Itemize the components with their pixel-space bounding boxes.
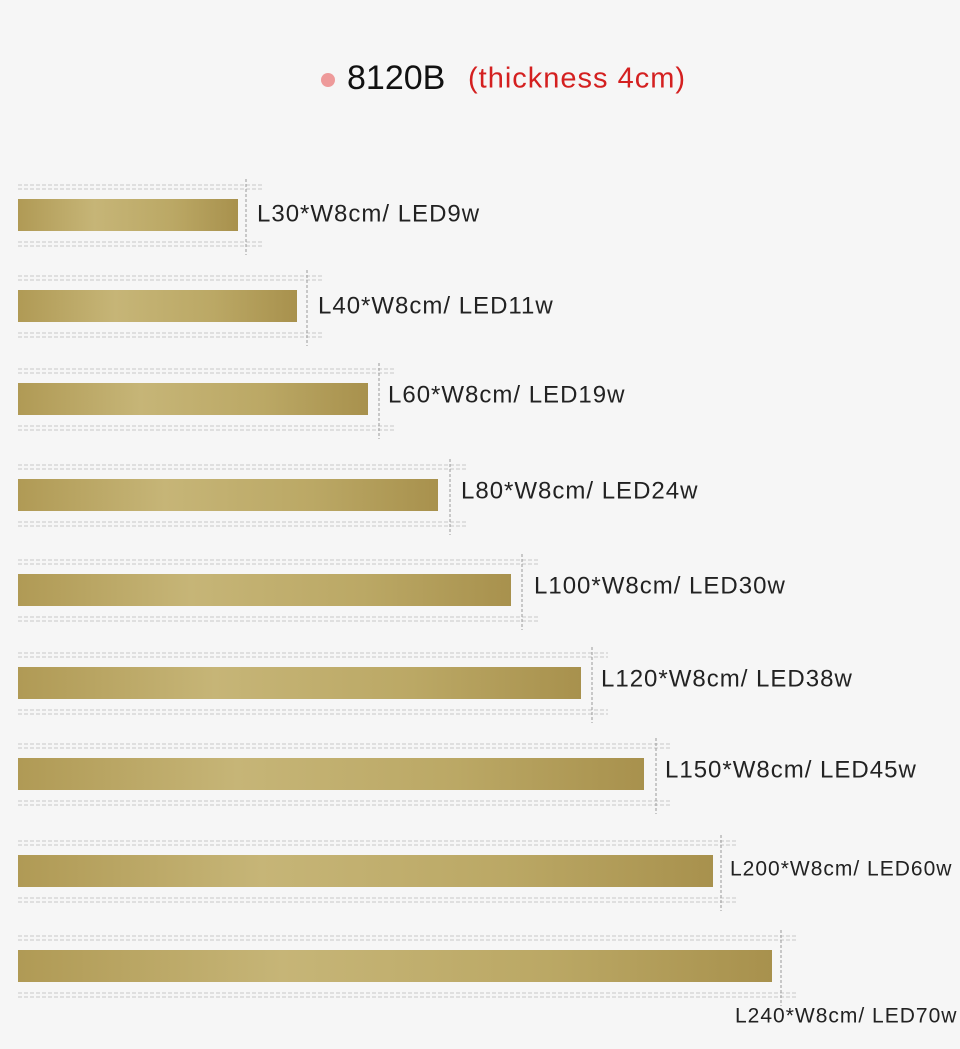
lamp-bar [18, 479, 438, 511]
bullet [321, 73, 335, 87]
lamp-bar [18, 290, 297, 322]
lamp-bar [18, 383, 368, 415]
size-label: L40*W8cm/ LED11w [318, 292, 554, 319]
size-label: L30*W8cm/ LED9w [257, 200, 480, 227]
size-label: L100*W8cm/ LED30w [534, 572, 786, 599]
size-label: L200*W8cm/ LED60w [730, 858, 952, 881]
lamp-bar [18, 950, 772, 982]
lamp-bar [18, 199, 238, 231]
size-label: L60*W8cm/ LED19w [388, 381, 625, 408]
lamp-bar [18, 574, 511, 606]
lamp-bar [18, 758, 644, 790]
lamp-bar [18, 855, 713, 887]
size-label: L80*W8cm/ LED24w [461, 477, 698, 504]
size-label: L120*W8cm/ LED38w [601, 665, 853, 692]
size-label: L150*W8cm/ LED45w [665, 756, 917, 783]
lamp-bar [18, 667, 581, 699]
size-label: L240*W8cm/ LED70w [735, 1005, 957, 1028]
thickness-note: (thickness 4cm) [468, 63, 686, 95]
model-title: 8120B [347, 59, 445, 97]
